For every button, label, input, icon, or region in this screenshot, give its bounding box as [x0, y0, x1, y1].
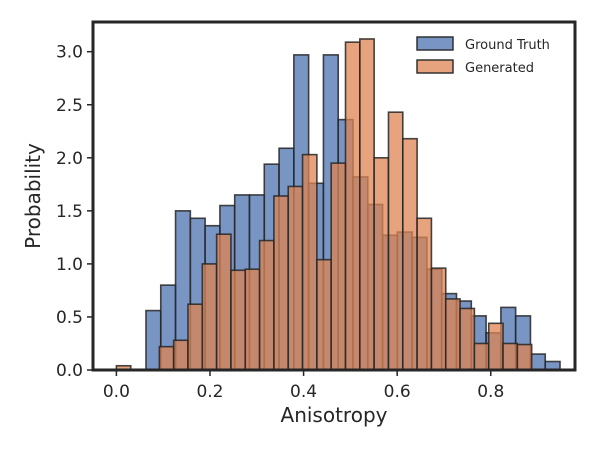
- generated-bar-11: [273, 195, 290, 371]
- y-tick-label: 1.5: [56, 202, 83, 222]
- generated-bar-18: [373, 157, 390, 371]
- y-tick-label: 3.0: [56, 43, 83, 63]
- generated-bar-10: [258, 239, 275, 371]
- y-tick-label: 1.0: [56, 255, 83, 275]
- generated-bar-27: [502, 342, 519, 371]
- generated-bar-9: [244, 268, 261, 371]
- x-tick-label: 0.0: [103, 382, 130, 402]
- legend-swatch-generated: [416, 59, 454, 74]
- ground-truth-bar-2: [145, 309, 162, 371]
- x-tick-label: 0.8: [477, 382, 504, 402]
- legend-label-generated: Generated: [465, 61, 534, 76]
- generated-bar-25: [473, 342, 490, 371]
- legend-label-ground-truth: Ground Truth: [465, 38, 550, 53]
- generated-bar-26: [487, 322, 504, 371]
- generated-bar-14: [316, 258, 332, 371]
- generated-bar-7: [215, 233, 232, 371]
- generated-bar-20: [401, 137, 418, 371]
- y-tick-label: 0.0: [56, 361, 83, 381]
- generated-bar-28: [516, 343, 533, 371]
- generated-bar-4: [172, 339, 189, 371]
- generated-bar-17: [359, 38, 375, 371]
- x-tick-label: 0.6: [384, 382, 411, 402]
- legend: Ground Truth Generated: [416, 36, 550, 76]
- generated-bar-13: [301, 153, 318, 371]
- y-axis: 0.0 0.5 1.0 1.5 2.0 2.5 3.0: [56, 43, 93, 381]
- x-axis: 0.0 0.2 0.4 0.6 0.8: [103, 370, 504, 402]
- generated-bar-19: [387, 111, 404, 371]
- generated-bar-3: [158, 345, 175, 371]
- generated-bar-21: [416, 217, 433, 371]
- x-axis-title: Anisotropy: [281, 403, 388, 427]
- generated-bar-6: [201, 263, 218, 371]
- generated-bar-23: [444, 298, 461, 371]
- generated-bar-15: [330, 162, 347, 371]
- generated-bar-24: [459, 307, 476, 371]
- plot-frame: [91, 20, 577, 372]
- legend-swatch-ground-truth: [416, 36, 454, 51]
- y-tick-label: 2.0: [56, 149, 83, 169]
- x-tick-label: 0.4: [290, 382, 317, 402]
- generated-bar-22: [430, 267, 447, 371]
- generated-bar-8: [230, 269, 247, 371]
- y-axis-title: Probability: [21, 143, 45, 249]
- ground-truth-bar-28: [529, 353, 547, 371]
- generated-bar-5: [187, 303, 204, 371]
- x-tick-label: 0.2: [196, 382, 223, 402]
- y-tick-label: 0.5: [56, 308, 83, 328]
- generated-bar-16: [344, 41, 361, 371]
- generated-bar-12: [287, 185, 304, 371]
- y-tick-label: 2.5: [56, 96, 83, 116]
